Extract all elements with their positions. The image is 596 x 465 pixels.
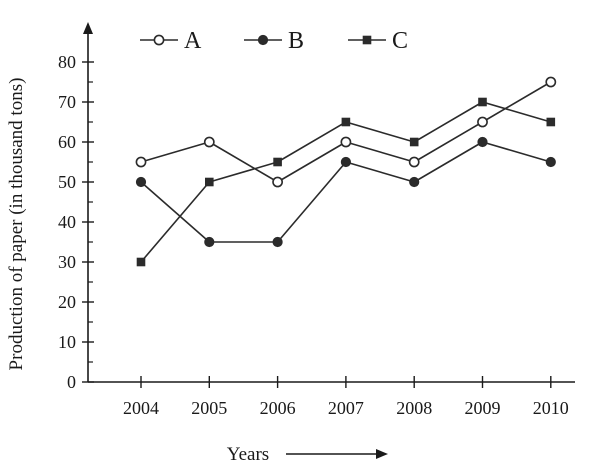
series-b — [135, 136, 556, 248]
series-b-point — [545, 156, 556, 168]
y-tick-label: 30 — [58, 252, 76, 272]
series-b-point — [340, 156, 351, 168]
series-a-point — [135, 156, 147, 168]
series-c-point — [273, 157, 282, 167]
series-c-point — [409, 137, 419, 147]
series-a-point — [272, 176, 283, 188]
y-tick-label: 20 — [58, 292, 76, 312]
y-tick-label: 10 — [58, 332, 76, 352]
legend: A B C — [140, 28, 408, 54]
x-tick-label: 2010 — [533, 398, 569, 418]
series-c-point — [546, 117, 556, 127]
legend-item-b: B — [244, 28, 304, 54]
x-tick-label: 2005 — [191, 398, 227, 418]
legend-marker — [257, 34, 269, 46]
legend-label: C — [392, 28, 408, 54]
y-axis-arrow — [83, 22, 93, 34]
series-a-point — [477, 116, 488, 128]
legend-label: A — [184, 28, 202, 54]
series-b-point — [204, 236, 215, 248]
legend-label: B — [288, 28, 304, 54]
series-b-point — [135, 176, 147, 188]
legend-marker — [362, 35, 372, 45]
y-tick-label: 0 — [67, 372, 76, 392]
x-tick-label: 2007 — [328, 398, 364, 418]
series-group — [135, 76, 557, 267]
series-a-point — [545, 76, 557, 88]
y-tick-label: 60 — [58, 132, 76, 152]
x-axis-label: Years — [227, 444, 269, 465]
x-tick-label: 2006 — [260, 398, 296, 418]
x-axis-arrow — [286, 449, 388, 459]
series-b-point — [272, 236, 283, 248]
series-a-point — [408, 156, 420, 168]
y-tick-label: 40 — [58, 212, 76, 232]
series-c-point — [341, 117, 351, 127]
series-a-point — [203, 136, 215, 148]
y-axis-label: Production of paper (in thousand tons) — [6, 78, 27, 371]
series-c-point — [478, 97, 487, 107]
y-tick-label: 70 — [58, 92, 76, 112]
series-b-point — [409, 176, 420, 188]
x-axis-ticks: 2004 2005 2006 2007 2008 2009 2010 — [123, 376, 569, 418]
y-axis-ticks: 0 10 20 30 40 50 60 70 80 — [58, 52, 94, 392]
x-tick-label: 2004 — [123, 398, 159, 418]
x-tick-label: 2008 — [396, 398, 432, 418]
series-b-point — [477, 136, 488, 148]
series-a — [135, 76, 557, 188]
axes — [83, 22, 575, 383]
x-tick-label: 2009 — [465, 398, 501, 418]
legend-marker — [153, 34, 165, 46]
series-c-point — [205, 177, 214, 187]
legend-item-a: A — [140, 28, 202, 54]
series-c — [136, 97, 556, 267]
y-tick-label: 80 — [58, 52, 76, 72]
series-a-point — [340, 136, 352, 148]
legend-item-c: C — [348, 28, 408, 54]
y-tick-label: 50 — [58, 172, 76, 192]
series-c-point — [136, 257, 146, 267]
